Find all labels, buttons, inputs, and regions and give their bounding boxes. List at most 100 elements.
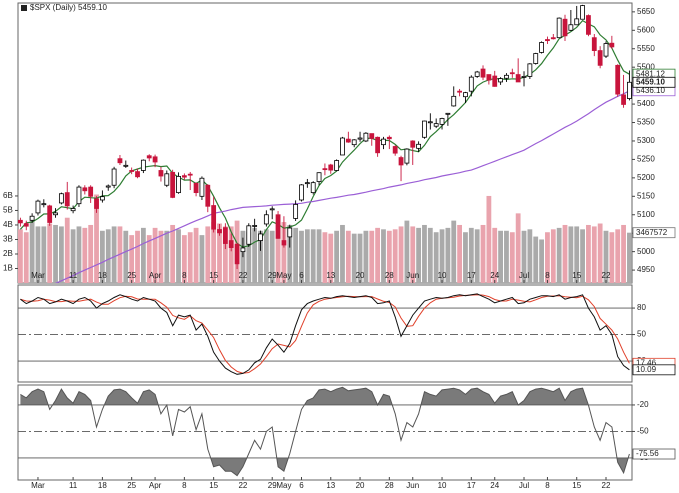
x-tick-label: 10: [438, 481, 447, 490]
candle-body: [492, 75, 498, 87]
volume-bar: [158, 230, 164, 283]
candle-body: [47, 205, 53, 223]
volume-bar: [351, 233, 357, 283]
logo: [21, 5, 27, 11]
volume-bar: [269, 230, 275, 283]
volume-bar: [94, 194, 99, 283]
volume-bar: [439, 229, 445, 283]
candle-body: [480, 68, 486, 78]
value-tag: 5459.10: [636, 77, 665, 86]
x-tick-label: 22: [602, 481, 611, 490]
x-tick-label: Jun: [406, 271, 419, 280]
stochastic-panel: [17, 284, 633, 383]
volume-bar: [199, 235, 205, 283]
candle-body: [422, 120, 427, 138]
volume-bar: [533, 236, 539, 283]
volume-bar: [504, 230, 509, 283]
volume-bar: [41, 226, 47, 283]
volume-bar: [105, 229, 111, 283]
candle-body: [410, 140, 416, 148]
volume-bar: [252, 227, 258, 283]
candle-body: [105, 185, 111, 188]
candle-body: [99, 196, 105, 201]
value-tag-box: [632, 448, 676, 460]
candle-body: [416, 143, 422, 149]
volume-bar: [217, 223, 222, 283]
volume-bar: [304, 229, 310, 283]
volume-bar: [228, 226, 234, 283]
volume-tick-label: 5B: [3, 206, 13, 215]
x-tick-label: 25: [127, 271, 136, 280]
candle-body: [398, 157, 404, 166]
volume-bar: [205, 226, 211, 283]
volume-bar: [451, 220, 457, 283]
volume-bar: [568, 226, 574, 283]
volume-bar: [281, 222, 287, 283]
x-tick-label: 17: [467, 481, 476, 490]
volume-bar: [140, 227, 146, 283]
volume-bar: [187, 232, 193, 283]
volume-bar: [416, 227, 422, 283]
x-tick-label: 8: [182, 481, 187, 490]
candle-body: [275, 214, 281, 239]
x-tick-label: 20: [356, 481, 365, 490]
x-tick-label: 18: [98, 481, 107, 490]
y-tick-label: 5200: [637, 173, 655, 182]
volume-bar: [398, 226, 404, 283]
candle-body: [222, 227, 228, 244]
x-tick-label: 24: [490, 271, 499, 280]
volume-bar: [135, 230, 140, 283]
volume-bar: [457, 224, 462, 283]
volume-bar: [176, 229, 181, 283]
candle-body: [386, 136, 392, 140]
volume-bar: [123, 230, 129, 283]
candle-body: [58, 193, 64, 204]
volume-bar: [404, 220, 410, 283]
value-tag-box: [632, 227, 676, 239]
chart-title: $SPX (Daily) 5459.10: [30, 3, 107, 12]
candle-body: [310, 182, 316, 194]
candle-body: [293, 204, 299, 219]
candle-body: [357, 137, 363, 140]
candle-body: [463, 92, 468, 98]
volume-bar: [433, 232, 439, 283]
candle-body: [23, 223, 29, 227]
volume-bar: [293, 227, 299, 283]
x-tick-label: 20: [356, 271, 365, 280]
volume-bar: [345, 230, 351, 283]
x-tick-label: 29: [268, 481, 277, 490]
volume-bar: [58, 226, 64, 283]
candle-body: [603, 43, 609, 57]
candle-body: [369, 133, 375, 139]
candle-body: [234, 243, 240, 265]
x-tick-label: Apr: [149, 481, 162, 490]
candle-body: [41, 203, 47, 206]
volume-bar: [193, 227, 199, 283]
x-tick-label: 17: [467, 271, 476, 280]
x-tick-label: May: [276, 271, 291, 280]
x-tick-label: 22: [238, 481, 247, 490]
candle-body: [228, 240, 234, 248]
candle-body: [258, 233, 263, 241]
volume-bar: [586, 224, 591, 283]
candle-body: [111, 168, 117, 186]
candle-body: [158, 170, 164, 177]
value-tag: 5481.12: [636, 69, 665, 78]
y-tick-label: 5650: [637, 7, 655, 16]
volume-bar: [53, 224, 58, 283]
candle-body: [181, 175, 187, 178]
volume-bar: [392, 229, 398, 283]
candle-body: [504, 74, 509, 79]
volume-bar: [181, 235, 187, 283]
candle-body: [88, 186, 94, 197]
x-tick-label: 11: [69, 271, 78, 280]
volume-bar: [615, 229, 621, 283]
candle-body: [427, 121, 433, 124]
x-tick-label: 15: [209, 271, 218, 280]
candle-body: [375, 136, 381, 154]
candle-body: [299, 184, 304, 201]
candle-body: [445, 112, 451, 115]
volume-bar: [386, 230, 392, 283]
volume-bar: [621, 224, 626, 283]
